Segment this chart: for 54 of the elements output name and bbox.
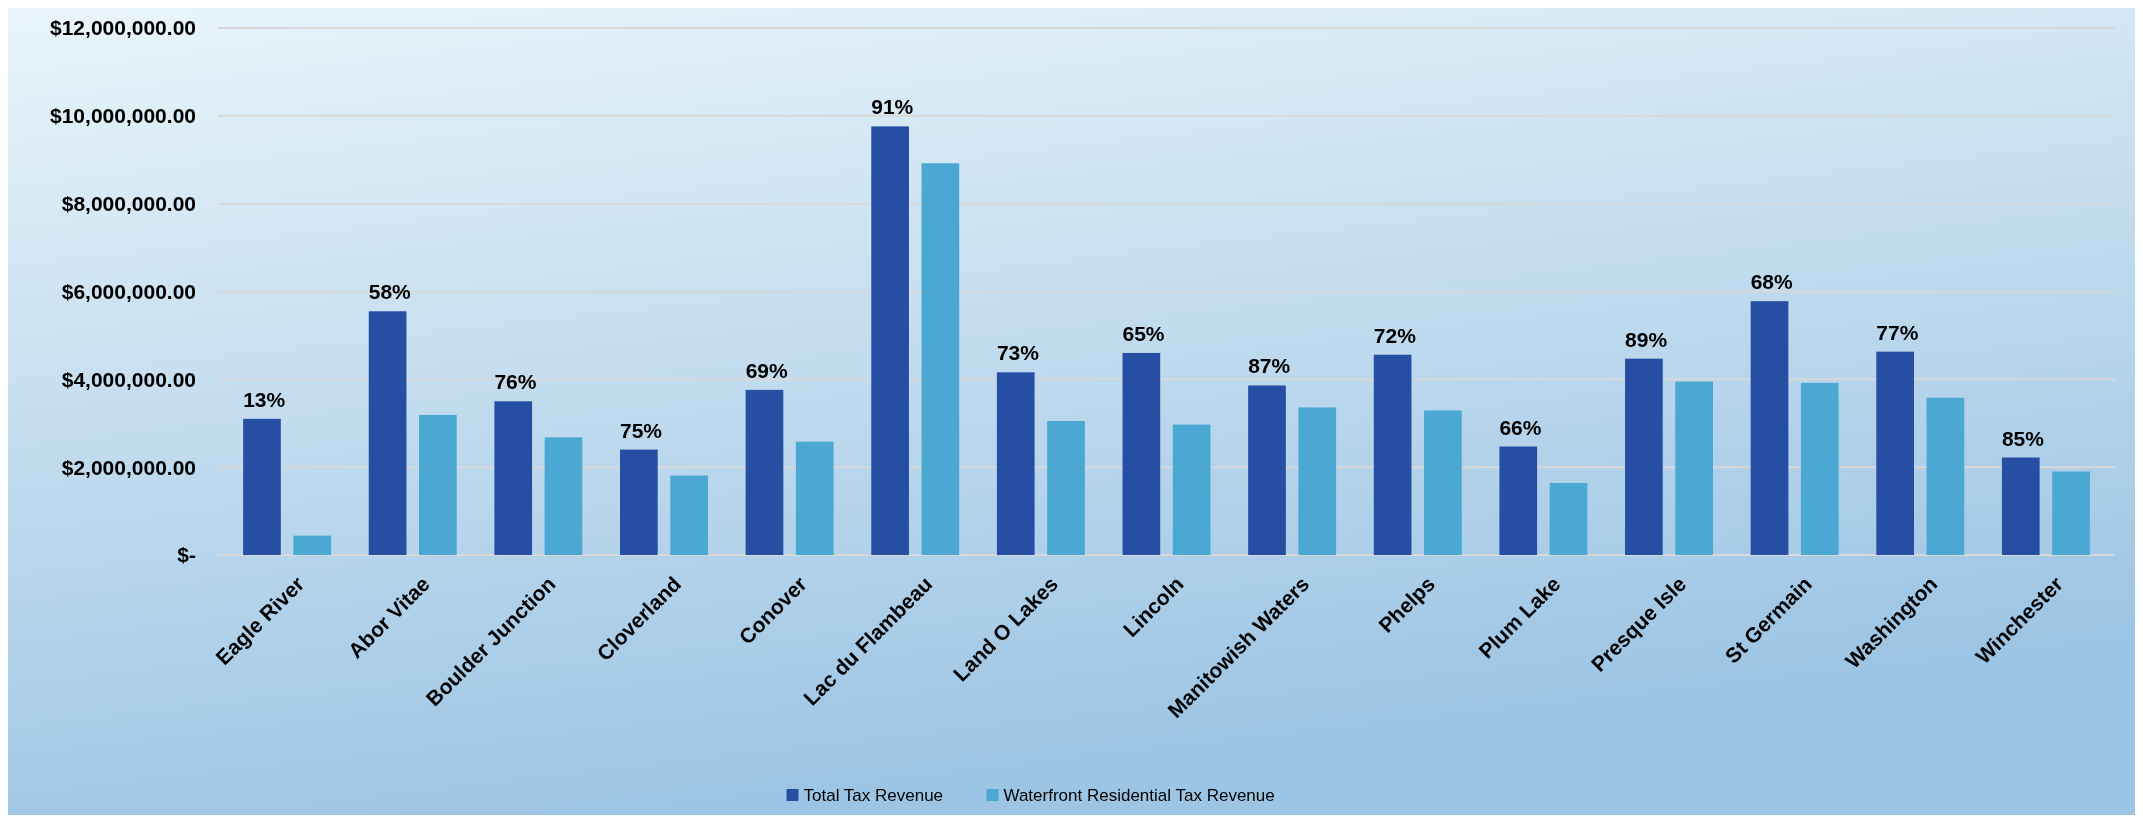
annotation: 85% (2001, 426, 2045, 450)
y-tick-label: $- (177, 543, 196, 567)
annotation: 72% (1373, 323, 1417, 347)
bar (1298, 407, 1337, 555)
bar (1047, 421, 1085, 555)
annotation: 87% (1248, 354, 1291, 378)
annotation: 75% (620, 418, 663, 442)
bar (2052, 471, 2090, 555)
bar (1876, 351, 1914, 555)
annotation: 76% (494, 370, 537, 394)
bar (1549, 482, 1588, 555)
legend-label: Total Tax Revenue (803, 785, 944, 805)
bar (1625, 358, 1663, 555)
y-tick-label: $12,000,000.00 (50, 16, 196, 40)
bar (1172, 424, 1211, 555)
bar (1800, 382, 1839, 555)
bar (243, 418, 281, 555)
bar (1248, 385, 1286, 555)
bar (1499, 446, 1538, 555)
annotation: 91% (871, 95, 914, 119)
bar (1926, 397, 1965, 555)
bar (745, 389, 784, 555)
bar (921, 163, 960, 555)
bar (1373, 354, 1412, 555)
y-tick-label: $2,000,000.00 (61, 455, 196, 479)
annotation: 68% (1750, 270, 1794, 294)
annotation: 13% (243, 387, 286, 411)
annotation: 65% (1122, 321, 1165, 345)
annotation: 58% (368, 280, 412, 304)
bar (544, 437, 583, 555)
annotation: 77% (1876, 320, 1919, 344)
legend-label: Waterfront Residential Tax Revenue (1003, 785, 1275, 805)
bar (293, 535, 332, 555)
bar (368, 311, 407, 555)
annotation: 89% (1625, 327, 1668, 351)
annotation: 69% (745, 358, 788, 382)
bar (871, 126, 909, 555)
bar (1750, 301, 1789, 555)
annotation: 73% (996, 341, 1040, 365)
bar (494, 401, 533, 555)
bar (419, 414, 457, 555)
bar (1675, 381, 1713, 555)
bar (996, 372, 1035, 555)
y-tick-label: $8,000,000.00 (61, 192, 196, 216)
y-tick-label: $10,000,000.00 (50, 104, 196, 128)
bar (795, 441, 834, 555)
bar (620, 449, 658, 555)
bar (2001, 457, 2040, 555)
bar (670, 475, 708, 555)
annotation: 66% (1499, 415, 1542, 439)
bar (1122, 352, 1161, 555)
bar (1424, 410, 1462, 555)
y-tick-label: $6,000,000.00 (61, 279, 196, 303)
y-tick-label: $4,000,000.00 (61, 367, 196, 391)
